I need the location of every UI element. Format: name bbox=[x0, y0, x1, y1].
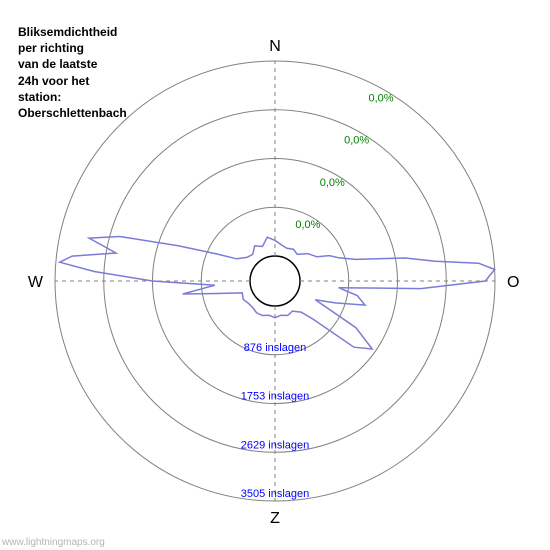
ring-label-bottom: 3505 inslagen bbox=[241, 488, 310, 500]
ring-label-bottom: 2629 inslagen bbox=[241, 439, 310, 451]
cardinal-N: N bbox=[269, 38, 281, 55]
cardinal-W: W bbox=[28, 274, 44, 291]
rose-polygon bbox=[60, 237, 495, 350]
ring-label-top: 0,0% bbox=[295, 219, 320, 231]
attribution-text: www.lightningmaps.org bbox=[2, 537, 105, 548]
ring-label-top: 0,0% bbox=[344, 135, 369, 147]
ring-label-bottom: 1753 inslagen bbox=[241, 391, 310, 403]
ring-label-top: 0,0% bbox=[368, 92, 393, 104]
ring-label-top: 0,0% bbox=[320, 177, 345, 189]
grid-ring bbox=[153, 159, 398, 404]
cardinal-S: Z bbox=[270, 510, 280, 527]
center-hole bbox=[250, 256, 300, 306]
ring-label-bottom: 876 inslagen bbox=[244, 342, 306, 354]
chart-title: Bliksemdichtheid per richting van de laa… bbox=[18, 24, 127, 121]
cardinal-E: O bbox=[507, 274, 519, 291]
